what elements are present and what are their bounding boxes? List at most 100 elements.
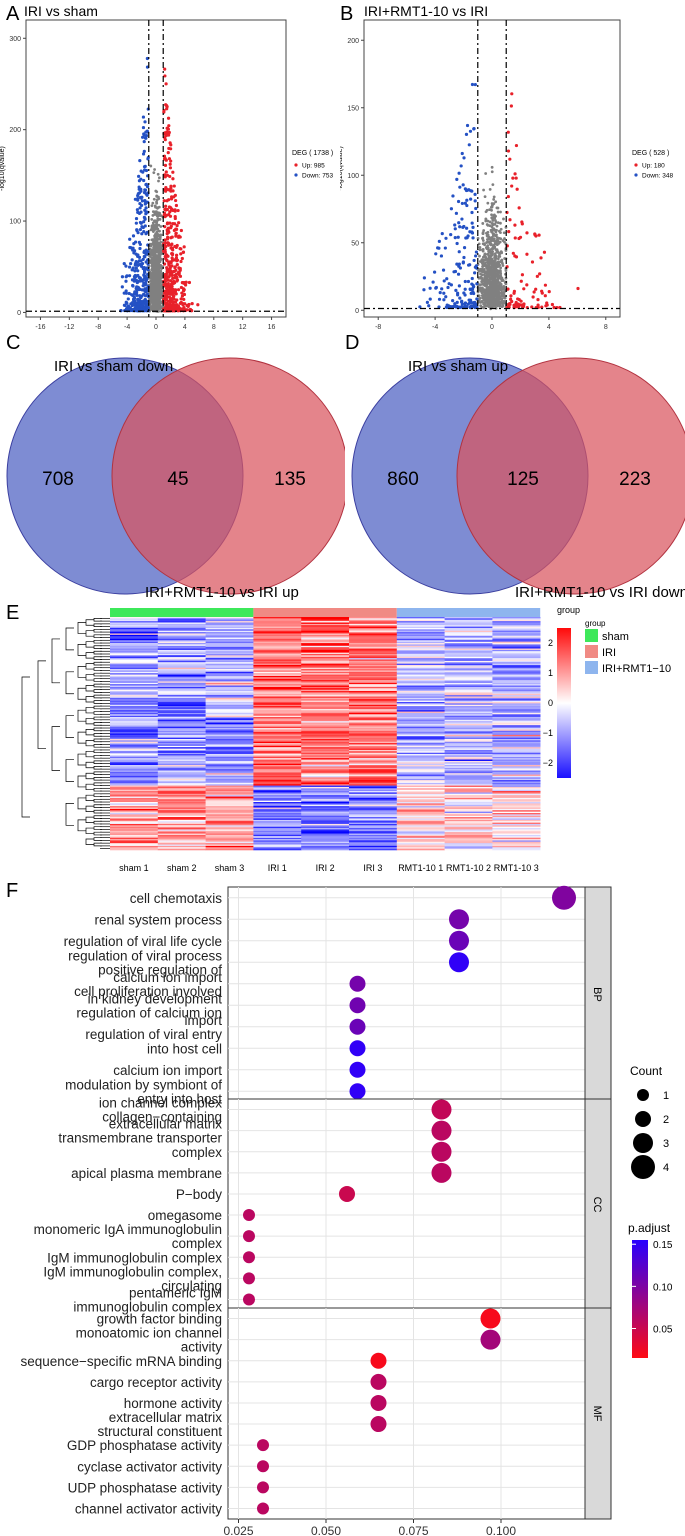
point-up: [164, 297, 168, 302]
heatmap-cell: [396, 655, 445, 658]
heatmap-cell: [349, 699, 398, 701]
heatmap-cell: [396, 641, 445, 644]
dot-bp: [449, 952, 469, 973]
point-ns: [499, 237, 503, 241]
point-up: [166, 116, 171, 120]
heatmap-cell: [301, 796, 350, 799]
point-up: [536, 303, 540, 307]
point-up: [510, 299, 514, 304]
heatmap-cell: [110, 785, 159, 788]
dendrogram-root: [21, 676, 30, 818]
heatmap-cell: [253, 771, 302, 774]
heatmap-cell: [492, 622, 541, 625]
point-down: [141, 284, 145, 288]
heatmap-cell: [253, 674, 302, 677]
heatmap-cell: [301, 847, 350, 849]
heatmap-cell: [444, 741, 493, 744]
heatmap-cell: [301, 671, 350, 674]
point-down: [120, 275, 125, 279]
dendrogram-branch: [85, 619, 94, 626]
point-down: [470, 231, 475, 235]
group-legend-swatch: [585, 645, 598, 658]
heatmap-cell: [110, 840, 159, 843]
heatmap-cell: [157, 821, 206, 823]
point-down: [428, 286, 432, 290]
heatmap-cell: [349, 810, 398, 812]
heatmap-cell: [301, 810, 350, 812]
heatmap-cell: [253, 708, 302, 711]
point-up: [169, 226, 173, 230]
heatmap-cell: [396, 754, 445, 756]
heatmap-cell: [492, 762, 541, 764]
point-down: [427, 304, 431, 308]
heatmap-cell: [349, 671, 398, 674]
point-up: [166, 150, 170, 155]
heatmap-cell: [205, 848, 254, 851]
heatmap-cell: [444, 843, 493, 845]
point-ns: [149, 260, 153, 264]
heatmap-cell: [444, 645, 493, 648]
heatmap-cell: [253, 812, 302, 815]
heatmap-cell: [301, 797, 350, 800]
point-ns: [490, 202, 494, 205]
point-ns: [495, 236, 499, 239]
point-ns: [499, 210, 502, 214]
point-up: [174, 203, 179, 208]
heatmap-cell: [301, 712, 350, 715]
heatmap-cell: [157, 848, 206, 851]
heatmap-cell: [301, 706, 350, 708]
term-label: immunoglobulin complex: [73, 1299, 222, 1314]
term-label: monoatomic ion channel: [76, 1326, 222, 1341]
dendrogram-branch: [93, 645, 102, 649]
dendrogram-branch: [65, 759, 74, 782]
heatmap-cell: [253, 740, 302, 743]
heatmap-cell: [349, 741, 398, 744]
heatmap-cell: [396, 814, 445, 817]
heatmap-cell: [301, 651, 350, 653]
heatmap-cell: [492, 821, 541, 823]
heatmap-cell: [396, 789, 445, 792]
heatmap-cell: [205, 721, 254, 723]
heatmap-cell: [444, 833, 493, 836]
heatmap-cell: [301, 807, 350, 810]
heatmap-cell: [396, 799, 445, 801]
heatmap-cell: [396, 692, 445, 695]
point-ns: [498, 284, 502, 288]
heatmap-cell: [110, 714, 159, 716]
heatmap-cell: [396, 740, 445, 743]
heatmap-cell: [110, 769, 159, 771]
point-up: [179, 297, 183, 301]
heatmap-cell: [444, 737, 493, 740]
dendrogram-branch: [93, 694, 102, 699]
heatmap-cell: [110, 765, 159, 767]
point-ns: [482, 282, 486, 286]
point-up: [181, 303, 185, 307]
heatmap-cell: [349, 704, 398, 707]
x-tick-label: 4: [547, 324, 551, 331]
heatmap-cell: [157, 773, 206, 775]
heatmap-cell: [205, 845, 254, 848]
dendrogram-branch: [93, 689, 102, 693]
term-label: extracellular matrix: [109, 1410, 223, 1425]
heatmap-cell: [444, 840, 493, 843]
heatmap-cell: [492, 734, 541, 737]
heatmap-cell: [396, 817, 445, 819]
heatmap-cell: [205, 770, 254, 773]
heatmap-cell: [253, 797, 302, 800]
point-ns: [485, 298, 489, 302]
dot-bp: [349, 997, 366, 1014]
heatmap-cell: [396, 796, 445, 799]
point-up: [510, 184, 514, 188]
heatmap-cell: [349, 680, 398, 682]
heatmap-cell: [301, 647, 350, 649]
heatmap-cell: [157, 697, 206, 700]
heatmap-cell: [301, 662, 350, 664]
heatmap-cell: [301, 626, 350, 629]
term-label: GDP phosphatase activity: [67, 1438, 222, 1453]
point-down: [449, 233, 453, 237]
heatmap-cell: [396, 769, 445, 771]
dendrogram-branch: [93, 809, 102, 814]
heatmap-cell: [253, 752, 302, 755]
heatmap-cell: [349, 733, 398, 736]
heatmap-cell: [157, 703, 206, 706]
